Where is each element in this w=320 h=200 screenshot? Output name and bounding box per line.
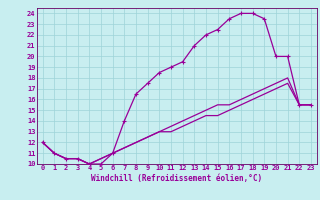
X-axis label: Windchill (Refroidissement éolien,°C): Windchill (Refroidissement éolien,°C): [91, 174, 262, 183]
